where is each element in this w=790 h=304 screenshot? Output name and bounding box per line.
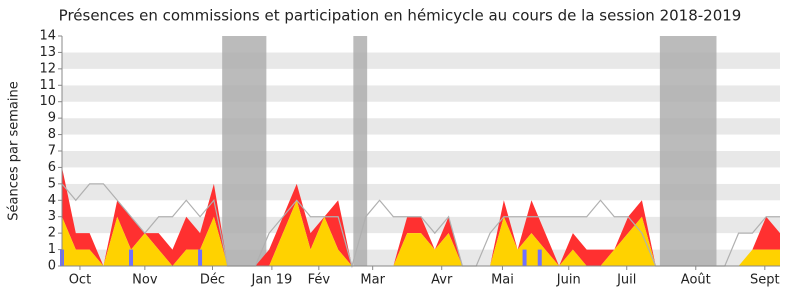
vacation-band xyxy=(222,36,267,266)
x-tick-label: Nov xyxy=(132,273,158,288)
x-tick-label: Sept xyxy=(750,273,780,288)
x-tick-label: Juil xyxy=(616,273,636,288)
y-tick-label: 2 xyxy=(48,226,56,241)
question-bar xyxy=(537,249,542,266)
y-tick-label: 6 xyxy=(48,160,56,175)
question-bar xyxy=(198,249,203,266)
x-tick-label: Jan 19 xyxy=(251,273,293,288)
x-tick-label: Mar xyxy=(360,273,385,288)
y-tick-label: 4 xyxy=(48,193,56,208)
vacation-band xyxy=(659,36,717,266)
y-tick-label: 11 xyxy=(39,78,56,93)
y-tick-label: 13 xyxy=(39,45,56,60)
y-axis-label: Séances par semaine xyxy=(7,81,22,220)
commission-area xyxy=(62,200,780,266)
y-tick-label: 1 xyxy=(48,242,56,257)
y-tick-label: 10 xyxy=(39,94,56,109)
x-tick-label: Déc xyxy=(200,273,225,288)
y-tick-label: 8 xyxy=(48,127,56,142)
x-tick-label: Fév xyxy=(308,273,331,288)
x-tick-label: Oct xyxy=(69,273,91,288)
x-tick-label: Avr xyxy=(431,273,453,288)
y-tick-label: 5 xyxy=(48,176,56,191)
chart-title: Présences en commissions et participatio… xyxy=(59,7,742,25)
y-tick-label: 0 xyxy=(48,259,56,274)
x-tick-label: Août xyxy=(681,273,711,288)
y-tick-label: 7 xyxy=(48,144,56,159)
x-tick-label: Juin xyxy=(556,273,581,288)
y-tick-label: 3 xyxy=(48,209,56,224)
y-tick-label: 9 xyxy=(48,111,56,126)
y-tick-label: 14 xyxy=(39,29,56,44)
y-tick-label: 12 xyxy=(39,61,56,76)
question-bar xyxy=(522,249,527,266)
vacation-band xyxy=(353,36,368,266)
x-tick-label: Mai xyxy=(491,273,514,288)
question-bar xyxy=(129,249,134,266)
